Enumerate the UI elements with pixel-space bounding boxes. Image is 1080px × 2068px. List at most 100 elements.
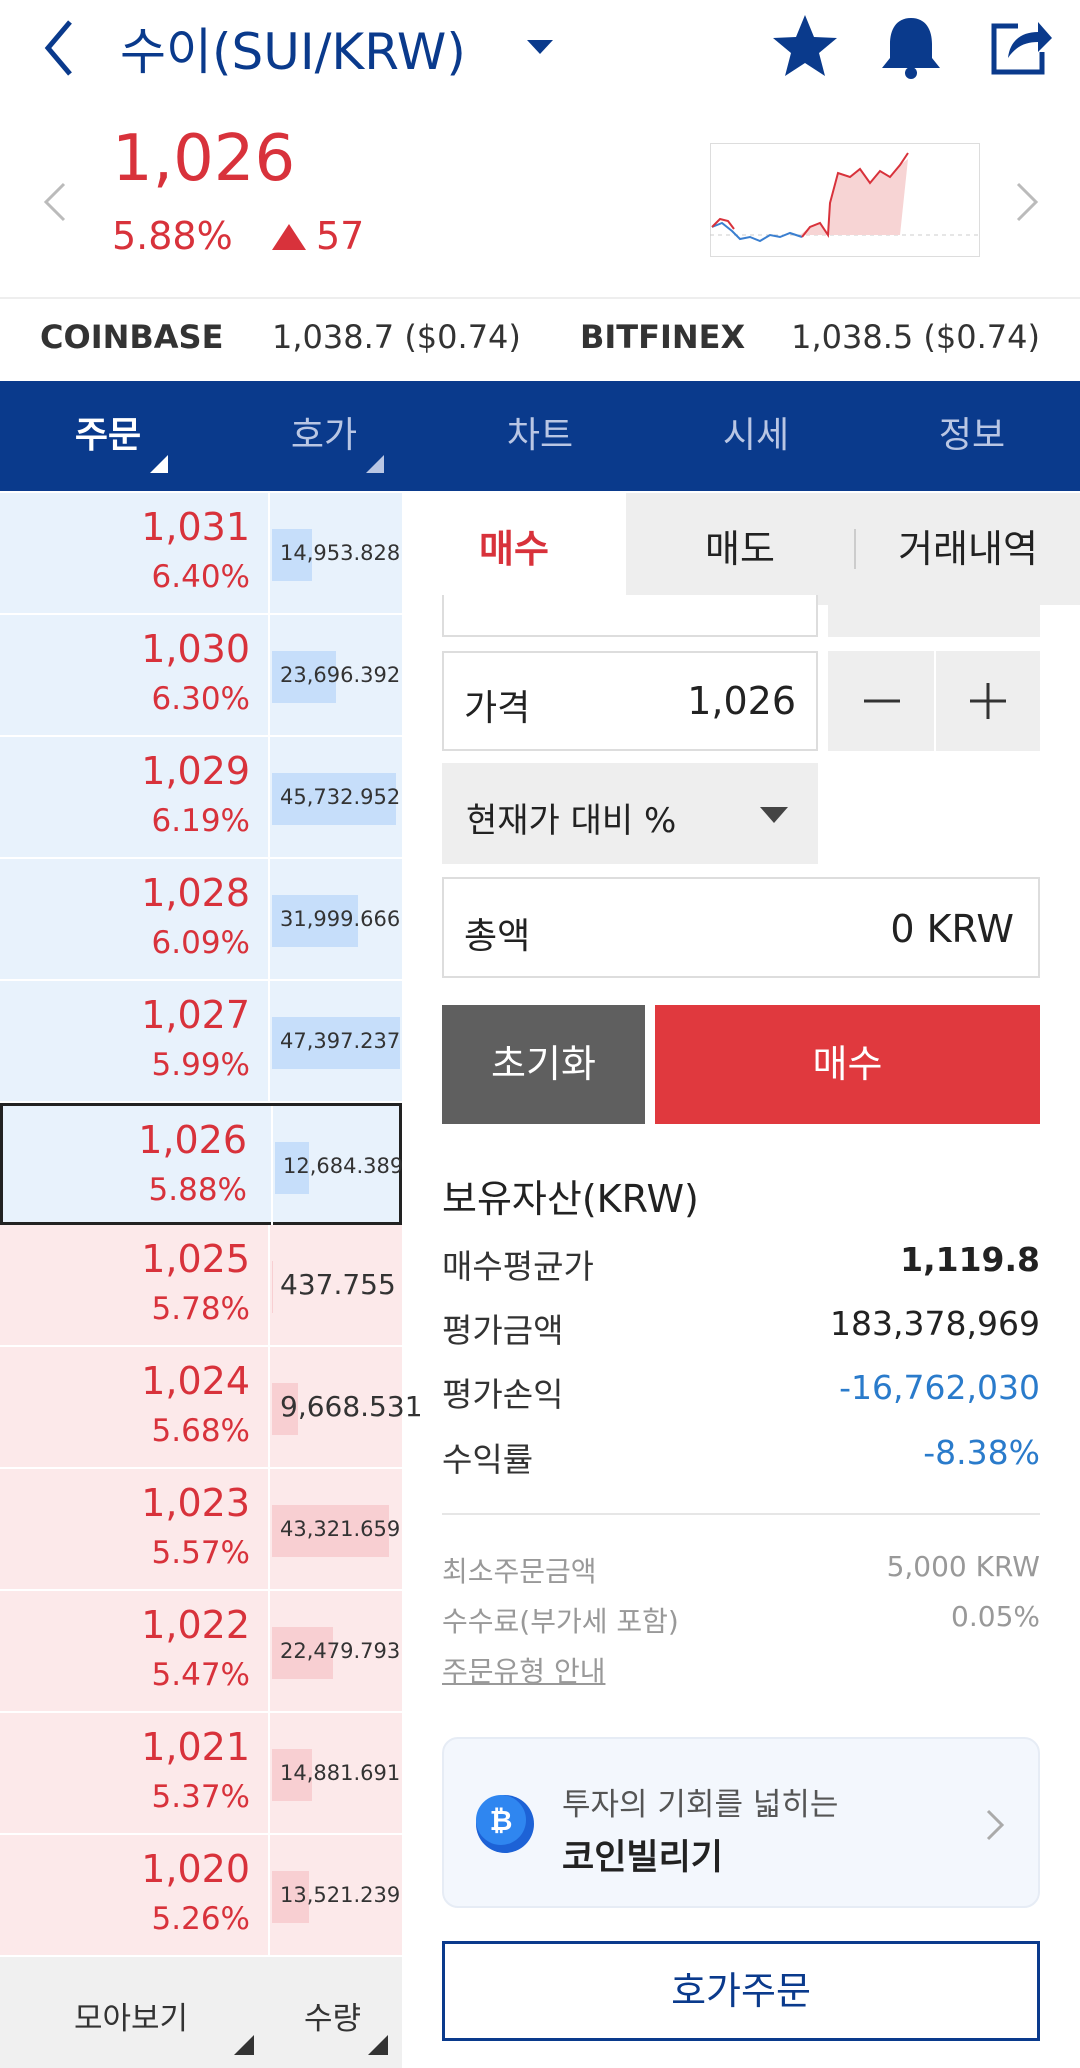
exchange-name: COINBASE — [40, 318, 224, 356]
orderbook-row[interactable]: 1,021 5.37% 14,881.691 — [0, 1713, 402, 1835]
sell-tab[interactable]: 매도 — [705, 527, 775, 571]
buy-tab[interactable]: 매수 — [402, 493, 626, 605]
coin-icon: ₿ — [476, 1795, 534, 1853]
label: 현재가 대비 % — [466, 801, 677, 841]
price: 1,027 — [141, 993, 250, 1037]
total-input[interactable]: 총액 0 KRW — [442, 877, 1040, 978]
price: 1,021 — [141, 1725, 250, 1769]
rate: 5.68% — [151, 1413, 250, 1449]
price-input[interactable]: 가격 1,026 — [442, 651, 818, 751]
quantity: 43,321.659 — [280, 1517, 401, 1541]
price: 1,020 — [141, 1847, 250, 1891]
banner[interactable]: ₿ 투자의 기회를 넓히는 코인빌리기 — [442, 1737, 1040, 1908]
tab[interactable]: 호가 — [290, 415, 358, 456]
hidden-field — [442, 595, 818, 637]
buy-button[interactable]: 매수 — [655, 1005, 1040, 1124]
price: 1,031 — [141, 505, 250, 549]
orderbook-row[interactable]: 1,029 6.19% 45,732.952 — [0, 737, 402, 859]
tab[interactable]: 정보 — [938, 415, 1006, 456]
sparkline — [710, 143, 980, 257]
favorite-button[interactable] — [770, 12, 840, 80]
minus-button[interactable] — [828, 651, 934, 751]
holding-value: 183,378,969 — [830, 1304, 1040, 1343]
info-label: 최소주문금액 — [442, 1555, 597, 1588]
quantity-toggle[interactable]: 수량 — [304, 2001, 362, 2037]
quantity-cell: 22,479.793 — [268, 1591, 404, 1711]
title[interactable]: 수이(SUI/KRW) — [120, 23, 466, 81]
quantity: 9,668.531 — [280, 1390, 423, 1423]
quantity-cell: 43,321.659 — [268, 1469, 404, 1589]
price: 1,025 — [141, 1237, 250, 1281]
reset-button[interactable]: 초기화 — [442, 1005, 645, 1124]
price: 1,028 — [141, 871, 250, 915]
back-button[interactable] — [40, 18, 80, 78]
quantity-cell: 23,696.392 — [268, 615, 404, 735]
price: 1,029 — [141, 749, 250, 793]
holding-value: 1,119.8 — [900, 1240, 1040, 1279]
price: 1,023 — [141, 1481, 250, 1525]
quantity: 45,732.952 — [280, 785, 401, 809]
holding-label: 평가손익 — [442, 1375, 564, 1414]
banner-title: 코인빌리기 — [562, 1838, 724, 1878]
price: 1,024 — [141, 1359, 250, 1403]
alert-button[interactable] — [878, 14, 944, 80]
rate: 6.30% — [151, 681, 250, 717]
quantity: 47,397.237 — [280, 1029, 401, 1053]
rate: 5.78% — [151, 1291, 250, 1327]
orderbook-row[interactable]: 1,020 5.26% 13,521.239 — [0, 1835, 402, 1957]
dropdown-icon[interactable] — [525, 38, 555, 58]
hidden-field — [828, 605, 1040, 637]
quantity: 13,521.239 — [280, 1883, 401, 1907]
orderbook: 1,031 6.40% 14,953.828 1,030 6.30% 23,696.392… — [0, 493, 423, 1957]
orderbook-row[interactable]: 1,031 6.40% 14,953.828 — [0, 493, 402, 615]
prev-arrow[interactable] — [40, 180, 70, 224]
rate: 5.37% — [151, 1779, 250, 1815]
plus-button[interactable] — [936, 651, 1040, 751]
history-tab[interactable]: 거래내역 — [898, 527, 1038, 571]
orderbook-row[interactable]: 1,028 6.09% 31,999.666 — [0, 859, 402, 981]
holdings-title: 보유자산(KRW) — [442, 1177, 699, 1221]
quantity-cell: 12,684.389 — [271, 1106, 407, 1226]
orderbook-row[interactable]: 1,027 5.99% 47,397.237 — [0, 981, 402, 1103]
tab-bar: 주문 호가 차트 시세 정보 — [0, 381, 1080, 491]
exchange-price: 1,038.7 ($0.74) — [272, 318, 521, 356]
holding-value: -8.38% — [923, 1433, 1040, 1472]
tab[interactable]: 차트 — [506, 415, 574, 456]
quantity-cell: 14,881.691 — [268, 1713, 404, 1833]
orderbook-order-button[interactable]: 호가주문 — [442, 1941, 1040, 2041]
up-triangle — [272, 224, 306, 250]
orderbook-footer: 모아보기 수량 — [0, 1957, 402, 2068]
group-view-button[interactable]: 모아보기 — [74, 2001, 189, 2037]
orderbook-row[interactable]: 1,026 5.88% 12,684.389 — [0, 1103, 403, 1226]
orderbook-row[interactable]: 1,023 5.57% 43,321.659 — [0, 1469, 402, 1591]
orderbook-row[interactable]: 1,022 5.47% 22,479.793 — [0, 1591, 402, 1713]
banner-subtitle: 투자의 기회를 넓히는 — [562, 1787, 839, 1823]
dropdown-icon — [760, 807, 788, 823]
tab[interactable]: 주문 — [74, 415, 142, 456]
label: 총액 — [464, 916, 531, 957]
share-button[interactable] — [988, 14, 1054, 76]
quantity-bar — [272, 1871, 309, 1923]
price: 1,022 — [141, 1603, 250, 1647]
quantity-bar — [272, 1749, 313, 1801]
tab[interactable]: 시세 — [722, 415, 790, 456]
quantity: 31,999.666 — [280, 907, 401, 931]
rate-dropdown[interactable]: 현재가 대비 % — [442, 763, 818, 864]
svg-text:₿: ₿ — [490, 1804, 513, 1837]
holding-value: -16,762,030 — [839, 1368, 1040, 1407]
change-amount: 57 — [316, 214, 365, 258]
quantity: 14,881.691 — [280, 1761, 401, 1785]
orderbook-row[interactable]: 1,025 5.78% 437.755 — [0, 1225, 402, 1347]
orderbook-row[interactable]: 1,030 6.30% 23,696.392 — [0, 615, 402, 737]
current-price: 1,026 — [112, 122, 296, 196]
quantity: 12,684.389 — [283, 1154, 404, 1178]
quantity-bar — [272, 895, 359, 947]
separator — [854, 529, 856, 569]
next-arrow[interactable] — [1012, 180, 1042, 224]
quantity-cell: 9,668.531 — [268, 1347, 423, 1467]
order-type-guide-link[interactable]: 주문유형 안내 — [442, 1655, 606, 1688]
orderbook-row[interactable]: 1,024 5.68% 9,668.531 — [0, 1347, 423, 1469]
quantity-cell: 13,521.239 — [268, 1835, 404, 1955]
holding-label: 매수평균가 — [442, 1247, 594, 1286]
